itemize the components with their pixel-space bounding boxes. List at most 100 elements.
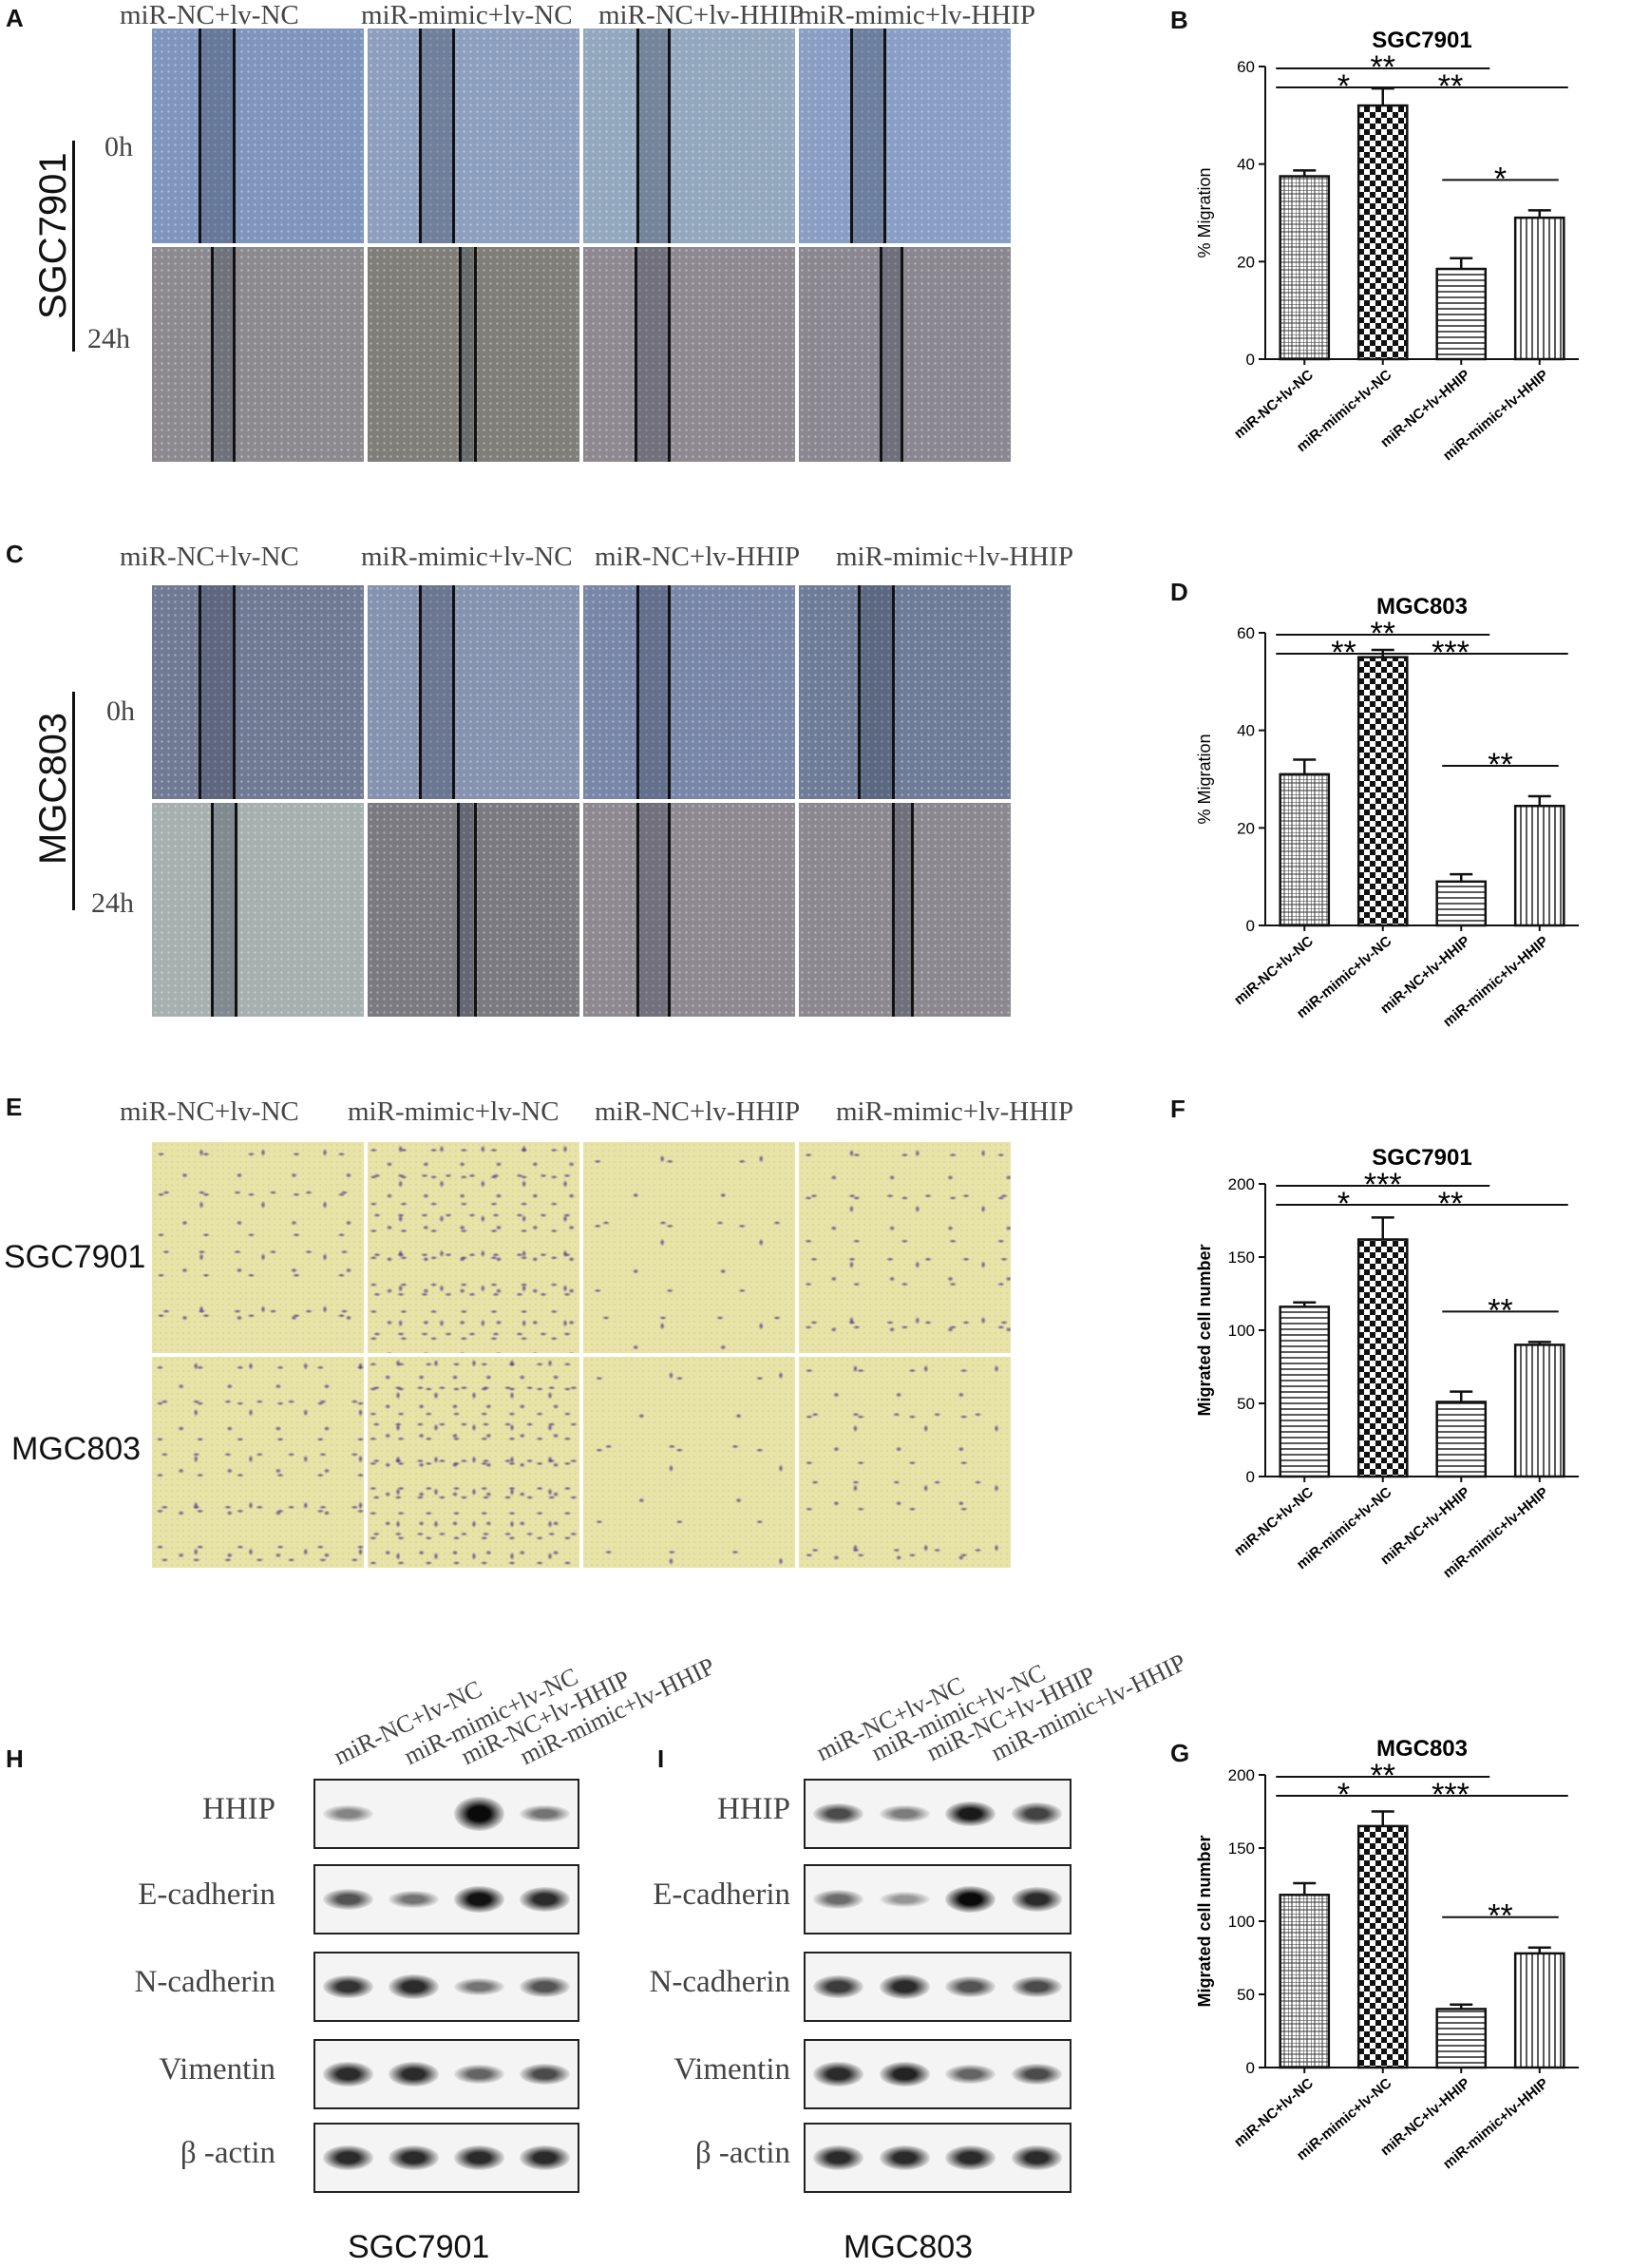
blot-i-cell-line: MGC803 <box>844 2229 974 2265</box>
col-label: miR-mimic+lv-HHIP <box>836 542 1073 572</box>
blot-strip <box>804 2123 1072 2193</box>
wound-edge-line <box>668 803 672 1017</box>
wound-edge-line <box>211 803 215 1017</box>
x-tick-label: miR-NC+lv-NC <box>1231 933 1317 1008</box>
significance-label: ** <box>1438 1186 1463 1222</box>
protein-band <box>389 2062 439 2087</box>
protein-band <box>520 1976 570 1997</box>
wound-edge-line <box>418 29 422 243</box>
protein-band <box>813 2145 864 2170</box>
wound-image-tile <box>368 803 579 1017</box>
protein-band <box>520 2063 570 2086</box>
significance-label: *** <box>1364 1167 1402 1203</box>
col-label: miR-mimic+lv-NC <box>361 0 573 30</box>
protein-band <box>454 1796 504 1832</box>
protein-band <box>879 2062 930 2087</box>
protein-band <box>389 1890 439 1909</box>
wound-edge-line <box>418 585 422 799</box>
y-tick-label: 150 <box>1228 1839 1255 1858</box>
y-tick-label: 100 <box>1228 1322 1255 1340</box>
panel-letter-c: C <box>6 540 24 568</box>
transwell-image-tile <box>799 1142 1011 1353</box>
wound-image-tile <box>152 585 364 799</box>
transwell-image-tile <box>152 1357 364 1568</box>
bar <box>1279 1894 1331 2069</box>
wound-edge-line <box>668 29 672 243</box>
wound-edge-line <box>232 585 236 799</box>
protein-band <box>813 2062 864 2087</box>
bar <box>1356 656 1409 927</box>
col-label: miR-NC+lv-HHIP <box>595 542 801 572</box>
transwell-image-tile <box>583 1357 795 1568</box>
blot-protein-label: N-cadherin <box>134 1965 275 1999</box>
significance-label: ** <box>1371 616 1395 652</box>
wound-image-tile <box>368 247 579 462</box>
wound-a-cell-line: SGC7901 <box>32 152 74 319</box>
significance-label: ** <box>1371 1758 1395 1794</box>
transwell-row-label-sgc7901: SGC7901 <box>4 1239 146 1275</box>
wound-edge-line <box>452 585 456 799</box>
chart-title: SGC7901 <box>1372 1145 1471 1171</box>
bar <box>1513 1344 1565 1478</box>
protein-band <box>945 1801 996 1827</box>
wound-c-bracket <box>72 692 75 910</box>
wound-edge-line <box>892 803 896 1017</box>
bar <box>1435 880 1488 927</box>
transwell-row-label-mgc803: MGC803 <box>11 1431 142 1467</box>
significance-label: * <box>1337 1186 1350 1222</box>
scratch-wound <box>418 29 453 243</box>
wound-image-tile <box>583 585 795 799</box>
panel-letter-a: A <box>6 4 24 32</box>
blot-protein-label: HHIP <box>716 1792 790 1826</box>
y-tick-label: 50 <box>1237 1395 1255 1413</box>
scratch-wound <box>418 585 453 799</box>
significance-label: *** <box>1432 1777 1470 1813</box>
protein-band <box>813 1890 864 1909</box>
protein-band <box>1011 1887 1062 1912</box>
scratch-wound <box>879 247 901 462</box>
protein-band <box>389 2145 439 2170</box>
scratch-wound <box>635 29 669 243</box>
protein-band <box>520 1804 570 1823</box>
protein-band <box>813 1975 864 1998</box>
transwell-image-tile <box>368 1142 579 1353</box>
y-tick-label: 50 <box>1237 1986 1255 2004</box>
col-label: miR-NC+lv-NC <box>120 542 299 572</box>
chart-title: MGC803 <box>1376 594 1468 619</box>
protein-band <box>813 1802 864 1825</box>
wound-image-tile <box>368 585 579 799</box>
y-tick-label: 150 <box>1228 1248 1255 1267</box>
chart-d-mgc803-migration: MGC803% Migration0204060miR-NC+lv-NCmiR-… <box>1195 594 1579 1030</box>
wound-a-time-0h: 0h <box>104 131 133 162</box>
wound-image-tile <box>583 247 795 462</box>
wound-image-tile <box>152 29 364 243</box>
protein-band <box>323 1889 373 1910</box>
y-tick-label: 200 <box>1228 1766 1255 1784</box>
blot-strip <box>313 1864 579 1934</box>
blot-protein-label: Vimentin <box>159 2052 275 2087</box>
wound-edge-line <box>858 585 862 799</box>
significance-label: * <box>1337 1777 1350 1813</box>
x-tick-label: miR-NC+lv-NC <box>1231 367 1317 442</box>
bar <box>1356 1238 1409 1478</box>
protein-band <box>454 1886 504 1913</box>
y-tick-label: 0 <box>1246 1468 1255 1486</box>
protein-band <box>879 1804 930 1823</box>
scratch-wound <box>634 247 669 462</box>
bar <box>1513 1952 1565 2069</box>
blot-strip <box>804 1864 1072 1934</box>
bar <box>1435 2008 1488 2069</box>
bar <box>1435 267 1488 361</box>
wound-image-tile <box>583 803 795 1017</box>
wound-edge-line <box>635 585 639 799</box>
blot-strip <box>313 2039 579 2109</box>
scratch-wound <box>199 585 233 799</box>
bar <box>1279 1306 1331 1478</box>
scratch-wound <box>211 803 235 1017</box>
wound-edge-line <box>901 247 904 462</box>
protein-band <box>879 2145 930 2170</box>
protein-band <box>323 1805 373 1822</box>
y-axis-label: % Migration <box>1195 167 1214 257</box>
transwell-image-tile <box>583 1142 795 1353</box>
wound-edge-line <box>458 247 462 462</box>
